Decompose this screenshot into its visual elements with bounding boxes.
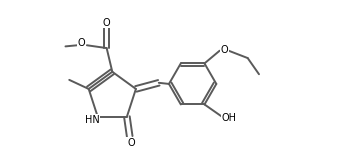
Text: O: O (127, 138, 135, 148)
Text: O: O (77, 38, 85, 48)
Text: HN: HN (85, 115, 99, 125)
Text: O: O (221, 45, 229, 55)
Text: O: O (103, 18, 111, 28)
Text: OH: OH (221, 113, 236, 123)
